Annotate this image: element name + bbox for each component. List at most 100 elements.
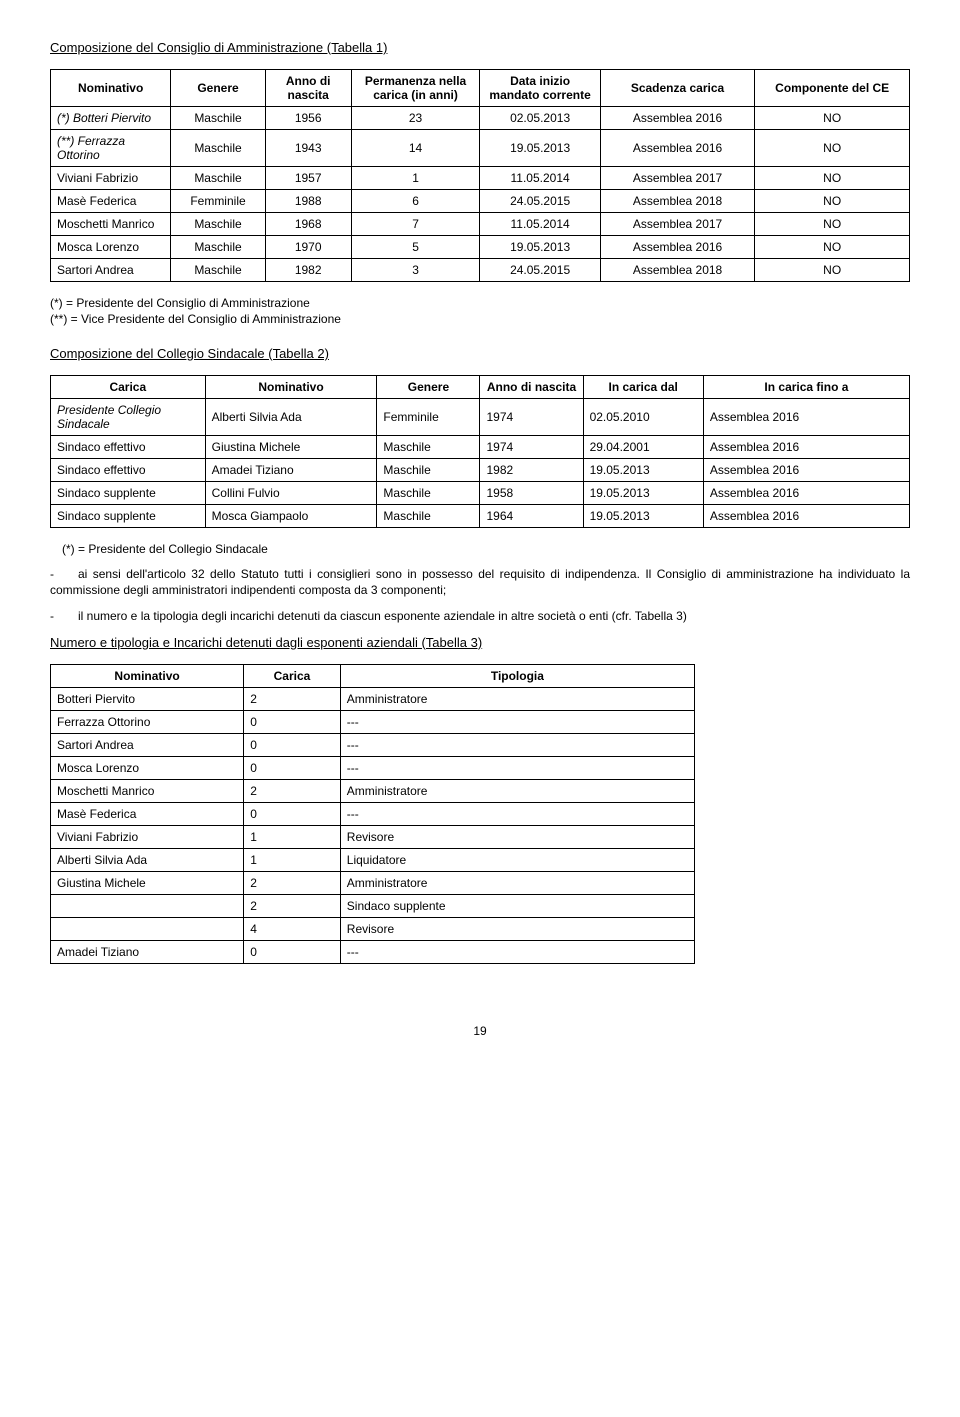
- table-header-cell: Nominativo: [51, 70, 171, 107]
- table-cell: NO: [755, 213, 910, 236]
- table-cell: 0: [244, 756, 341, 779]
- table-cell: 2: [244, 687, 341, 710]
- table-cell: 19.05.2013: [583, 505, 703, 528]
- table-cell: 5: [351, 236, 480, 259]
- table1: NominativoGenereAnno di nascitaPermanenz…: [50, 69, 910, 282]
- table-cell: 1974: [480, 399, 583, 436]
- table-header-cell: Genere: [171, 70, 265, 107]
- table1-title: Composizione del Consiglio di Amministra…: [50, 40, 910, 55]
- table-cell: NO: [755, 236, 910, 259]
- table-cell: Assemblea 2016: [600, 236, 755, 259]
- table-cell: 29.04.2001: [583, 436, 703, 459]
- table-cell: 1970: [265, 236, 351, 259]
- table-cell: Liquidatore: [340, 848, 694, 871]
- table-cell: 1988: [265, 190, 351, 213]
- table-cell: 1: [244, 825, 341, 848]
- table-cell: Assemblea 2016: [703, 482, 909, 505]
- table-cell: 1943: [265, 130, 351, 167]
- table-cell: 4: [244, 917, 341, 940]
- table-cell: Botteri Piervito: [51, 687, 244, 710]
- table-header-cell: Data inizio mandato corrente: [480, 70, 600, 107]
- table-row: (*) Botteri PiervitoMaschile19562302.05.…: [51, 107, 910, 130]
- table-cell: Amministratore: [340, 687, 694, 710]
- table-cell: Maschile: [171, 236, 265, 259]
- table-row: (**) Ferrazza OttorinoMaschile19431419.0…: [51, 130, 910, 167]
- table-cell: Assemblea 2017: [600, 213, 755, 236]
- table-cell: ---: [340, 802, 694, 825]
- table-cell: (*) Botteri Piervito: [51, 107, 171, 130]
- table-cell: 23: [351, 107, 480, 130]
- table-row: Viviani FabrizioMaschile1957111.05.2014A…: [51, 167, 910, 190]
- table-cell: ---: [340, 756, 694, 779]
- table-header-cell: In carica fino a: [703, 376, 909, 399]
- table-cell: Viviani Fabrizio: [51, 167, 171, 190]
- table-header-cell: Scadenza carica: [600, 70, 755, 107]
- table-cell: 0: [244, 733, 341, 756]
- table-row: 2Sindaco supplente: [51, 894, 695, 917]
- table-cell: Maschile: [171, 167, 265, 190]
- table-cell: 1958: [480, 482, 583, 505]
- table-cell: Assemblea 2016: [703, 459, 909, 482]
- table-header-cell: Nominativo: [51, 664, 244, 687]
- table-cell: Presidente Collegio Sindacale: [51, 399, 206, 436]
- table-cell: 1956: [265, 107, 351, 130]
- table-cell: 1964: [480, 505, 583, 528]
- table-cell: Assemblea 2016: [703, 399, 909, 436]
- table-cell: ---: [340, 940, 694, 963]
- table-row: Sindaco effettivoGiustina MicheleMaschil…: [51, 436, 910, 459]
- table-cell: Sindaco supplente: [51, 505, 206, 528]
- table-cell: Amadei Tiziano: [205, 459, 377, 482]
- table-cell: Viviani Fabrizio: [51, 825, 244, 848]
- table-row: Mosca LorenzoMaschile1970519.05.2013Asse…: [51, 236, 910, 259]
- table-cell: Maschile: [171, 130, 265, 167]
- table-cell: 6: [351, 190, 480, 213]
- table-cell: 2: [244, 779, 341, 802]
- table-header-cell: Genere: [377, 376, 480, 399]
- table-header-cell: Nominativo: [205, 376, 377, 399]
- table-cell: Sindaco supplente: [340, 894, 694, 917]
- table-row: Masè Federica0---: [51, 802, 695, 825]
- table-row: Presidente Collegio SindacaleAlberti Sil…: [51, 399, 910, 436]
- table-cell: Mosca Lorenzo: [51, 236, 171, 259]
- table-cell: Femminile: [171, 190, 265, 213]
- table-cell: Sartori Andrea: [51, 733, 244, 756]
- table-cell: Assemblea 2016: [600, 107, 755, 130]
- table-row: Sindaco supplenteMosca GiampaoloMaschile…: [51, 505, 910, 528]
- table-cell: Masè Federica: [51, 802, 244, 825]
- table-header-cell: Permanenza nella carica (in anni): [351, 70, 480, 107]
- table-header-cell: Carica: [244, 664, 341, 687]
- table-row: Alberti Silvia Ada1Liquidatore: [51, 848, 695, 871]
- table-header-cell: Tipologia: [340, 664, 694, 687]
- table-cell: Alberti Silvia Ada: [205, 399, 377, 436]
- table-cell: 1982: [265, 259, 351, 282]
- table-cell: 0: [244, 802, 341, 825]
- table-cell: 1957: [265, 167, 351, 190]
- table-cell: Maschile: [171, 213, 265, 236]
- table-cell: Giustina Michele: [51, 871, 244, 894]
- table-row: Masè FedericaFemminile1988624.05.2015Ass…: [51, 190, 910, 213]
- table-cell: Amministratore: [340, 871, 694, 894]
- table-cell: 11.05.2014: [480, 213, 600, 236]
- table-row: Sindaco supplenteCollini FulvioMaschile1…: [51, 482, 910, 505]
- table-cell: Assemblea 2016: [703, 436, 909, 459]
- table-cell: (**) Ferrazza Ottorino: [51, 130, 171, 167]
- table-cell: Mosca Giampaolo: [205, 505, 377, 528]
- table-row: Moschetti ManricoMaschile1968711.05.2014…: [51, 213, 910, 236]
- table-cell: Assemblea 2017: [600, 167, 755, 190]
- table-cell: [51, 894, 244, 917]
- table-cell: 1982: [480, 459, 583, 482]
- table1-footnote-1: (*) = Presidente del Consiglio di Ammini…: [50, 296, 910, 310]
- table-row: Moschetti Manrico2Amministratore: [51, 779, 695, 802]
- table-cell: Sartori Andrea: [51, 259, 171, 282]
- table-row: Viviani Fabrizio1Revisore: [51, 825, 695, 848]
- table-cell: 1968: [265, 213, 351, 236]
- table-header-cell: Anno di nascita: [265, 70, 351, 107]
- table-cell: Sindaco effettivo: [51, 459, 206, 482]
- table-cell: 1974: [480, 436, 583, 459]
- table-cell: Maschile: [377, 482, 480, 505]
- table-cell: Maschile: [377, 505, 480, 528]
- table-cell: 19.05.2013: [480, 236, 600, 259]
- table-cell: 0: [244, 940, 341, 963]
- table-cell: Amministratore: [340, 779, 694, 802]
- table3: NominativoCaricaTipologia Botteri Piervit…: [50, 664, 695, 964]
